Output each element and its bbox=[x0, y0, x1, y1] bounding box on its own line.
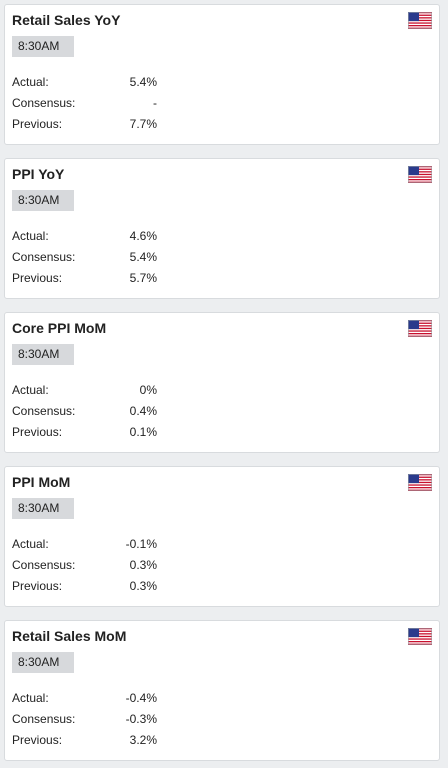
consensus-value: 0.4% bbox=[129, 404, 157, 418]
event-card[interactable]: Retail Sales YoY 8:30AM Actual: 5.4% Con… bbox=[4, 4, 440, 145]
consensus-value: - bbox=[153, 96, 157, 110]
actual-row: Actual: 5.4% bbox=[12, 74, 157, 90]
actual-row: Actual: -0.1% bbox=[12, 536, 157, 552]
consensus-value: -0.3% bbox=[125, 712, 157, 726]
previous-label: Previous: bbox=[12, 579, 63, 593]
actual-value: 4.6% bbox=[129, 229, 157, 243]
event-time-badge: 8:30AM bbox=[12, 344, 74, 365]
consensus-label: Consensus: bbox=[12, 404, 76, 418]
consensus-value: 0.3% bbox=[129, 558, 157, 572]
previous-value: 5.7% bbox=[129, 271, 157, 285]
previous-row: Previous: 7.7% bbox=[12, 116, 157, 132]
us-flag-icon bbox=[408, 166, 432, 183]
previous-row: Previous: 0.1% bbox=[12, 424, 157, 440]
actual-label: Actual: bbox=[12, 691, 49, 705]
previous-label: Previous: bbox=[12, 117, 63, 131]
consensus-row: Consensus: -0.3% bbox=[12, 711, 157, 727]
previous-row: Previous: 0.3% bbox=[12, 578, 157, 594]
event-time-badge: 8:30AM bbox=[12, 652, 74, 673]
event-time-badge: 8:30AM bbox=[12, 36, 74, 57]
consensus-label: Consensus: bbox=[12, 250, 76, 264]
us-flag-icon bbox=[408, 628, 432, 645]
consensus-row: Consensus: 5.4% bbox=[12, 249, 157, 265]
actual-row: Actual: 0% bbox=[12, 382, 157, 398]
actual-label: Actual: bbox=[12, 229, 49, 243]
consensus-value: 5.4% bbox=[129, 250, 157, 264]
actual-row: Actual: 4.6% bbox=[12, 228, 157, 244]
event-card[interactable]: Core PPI MoM 8:30AM Actual: 0% Consensus… bbox=[4, 312, 440, 453]
event-title: Retail Sales MoM bbox=[12, 628, 127, 644]
previous-row: Previous: 5.7% bbox=[12, 270, 157, 286]
us-flag-icon bbox=[408, 12, 432, 29]
previous-value: 0.3% bbox=[129, 579, 157, 593]
actual-value: -0.4% bbox=[125, 691, 157, 705]
actual-row: Actual: -0.4% bbox=[12, 690, 157, 706]
previous-label: Previous: bbox=[12, 733, 63, 747]
consensus-label: Consensus: bbox=[12, 712, 76, 726]
consensus-label: Consensus: bbox=[12, 558, 76, 572]
event-card[interactable]: PPI YoY 8:30AM Actual: 4.6% Consensus: 5… bbox=[4, 158, 440, 299]
event-title: PPI YoY bbox=[12, 166, 65, 182]
us-flag-icon bbox=[408, 320, 432, 337]
event-card[interactable]: Retail Sales MoM 8:30AM Actual: -0.4% Co… bbox=[4, 620, 440, 761]
actual-value: -0.1% bbox=[125, 537, 157, 551]
actual-label: Actual: bbox=[12, 75, 49, 89]
previous-label: Previous: bbox=[12, 271, 63, 285]
actual-label: Actual: bbox=[12, 537, 49, 551]
event-time-badge: 8:30AM bbox=[12, 190, 74, 211]
actual-value: 0% bbox=[139, 383, 157, 397]
consensus-row: Consensus: 0.3% bbox=[12, 557, 157, 573]
consensus-row: Consensus: 0.4% bbox=[12, 403, 157, 419]
consensus-row: Consensus: - bbox=[12, 95, 157, 111]
event-time-badge: 8:30AM bbox=[12, 498, 74, 519]
previous-value: 7.7% bbox=[129, 117, 157, 131]
event-title: Core PPI MoM bbox=[12, 320, 107, 336]
actual-label: Actual: bbox=[12, 383, 49, 397]
actual-value: 5.4% bbox=[129, 75, 157, 89]
previous-value: 0.1% bbox=[129, 425, 157, 439]
previous-row: Previous: 3.2% bbox=[12, 732, 157, 748]
event-card[interactable]: PPI MoM 8:30AM Actual: -0.1% Consensus: … bbox=[4, 466, 440, 607]
us-flag-icon bbox=[408, 474, 432, 491]
event-title: PPI MoM bbox=[12, 474, 71, 490]
previous-label: Previous: bbox=[12, 425, 63, 439]
event-title: Retail Sales YoY bbox=[12, 12, 121, 28]
consensus-label: Consensus: bbox=[12, 96, 76, 110]
previous-value: 3.2% bbox=[129, 733, 157, 747]
